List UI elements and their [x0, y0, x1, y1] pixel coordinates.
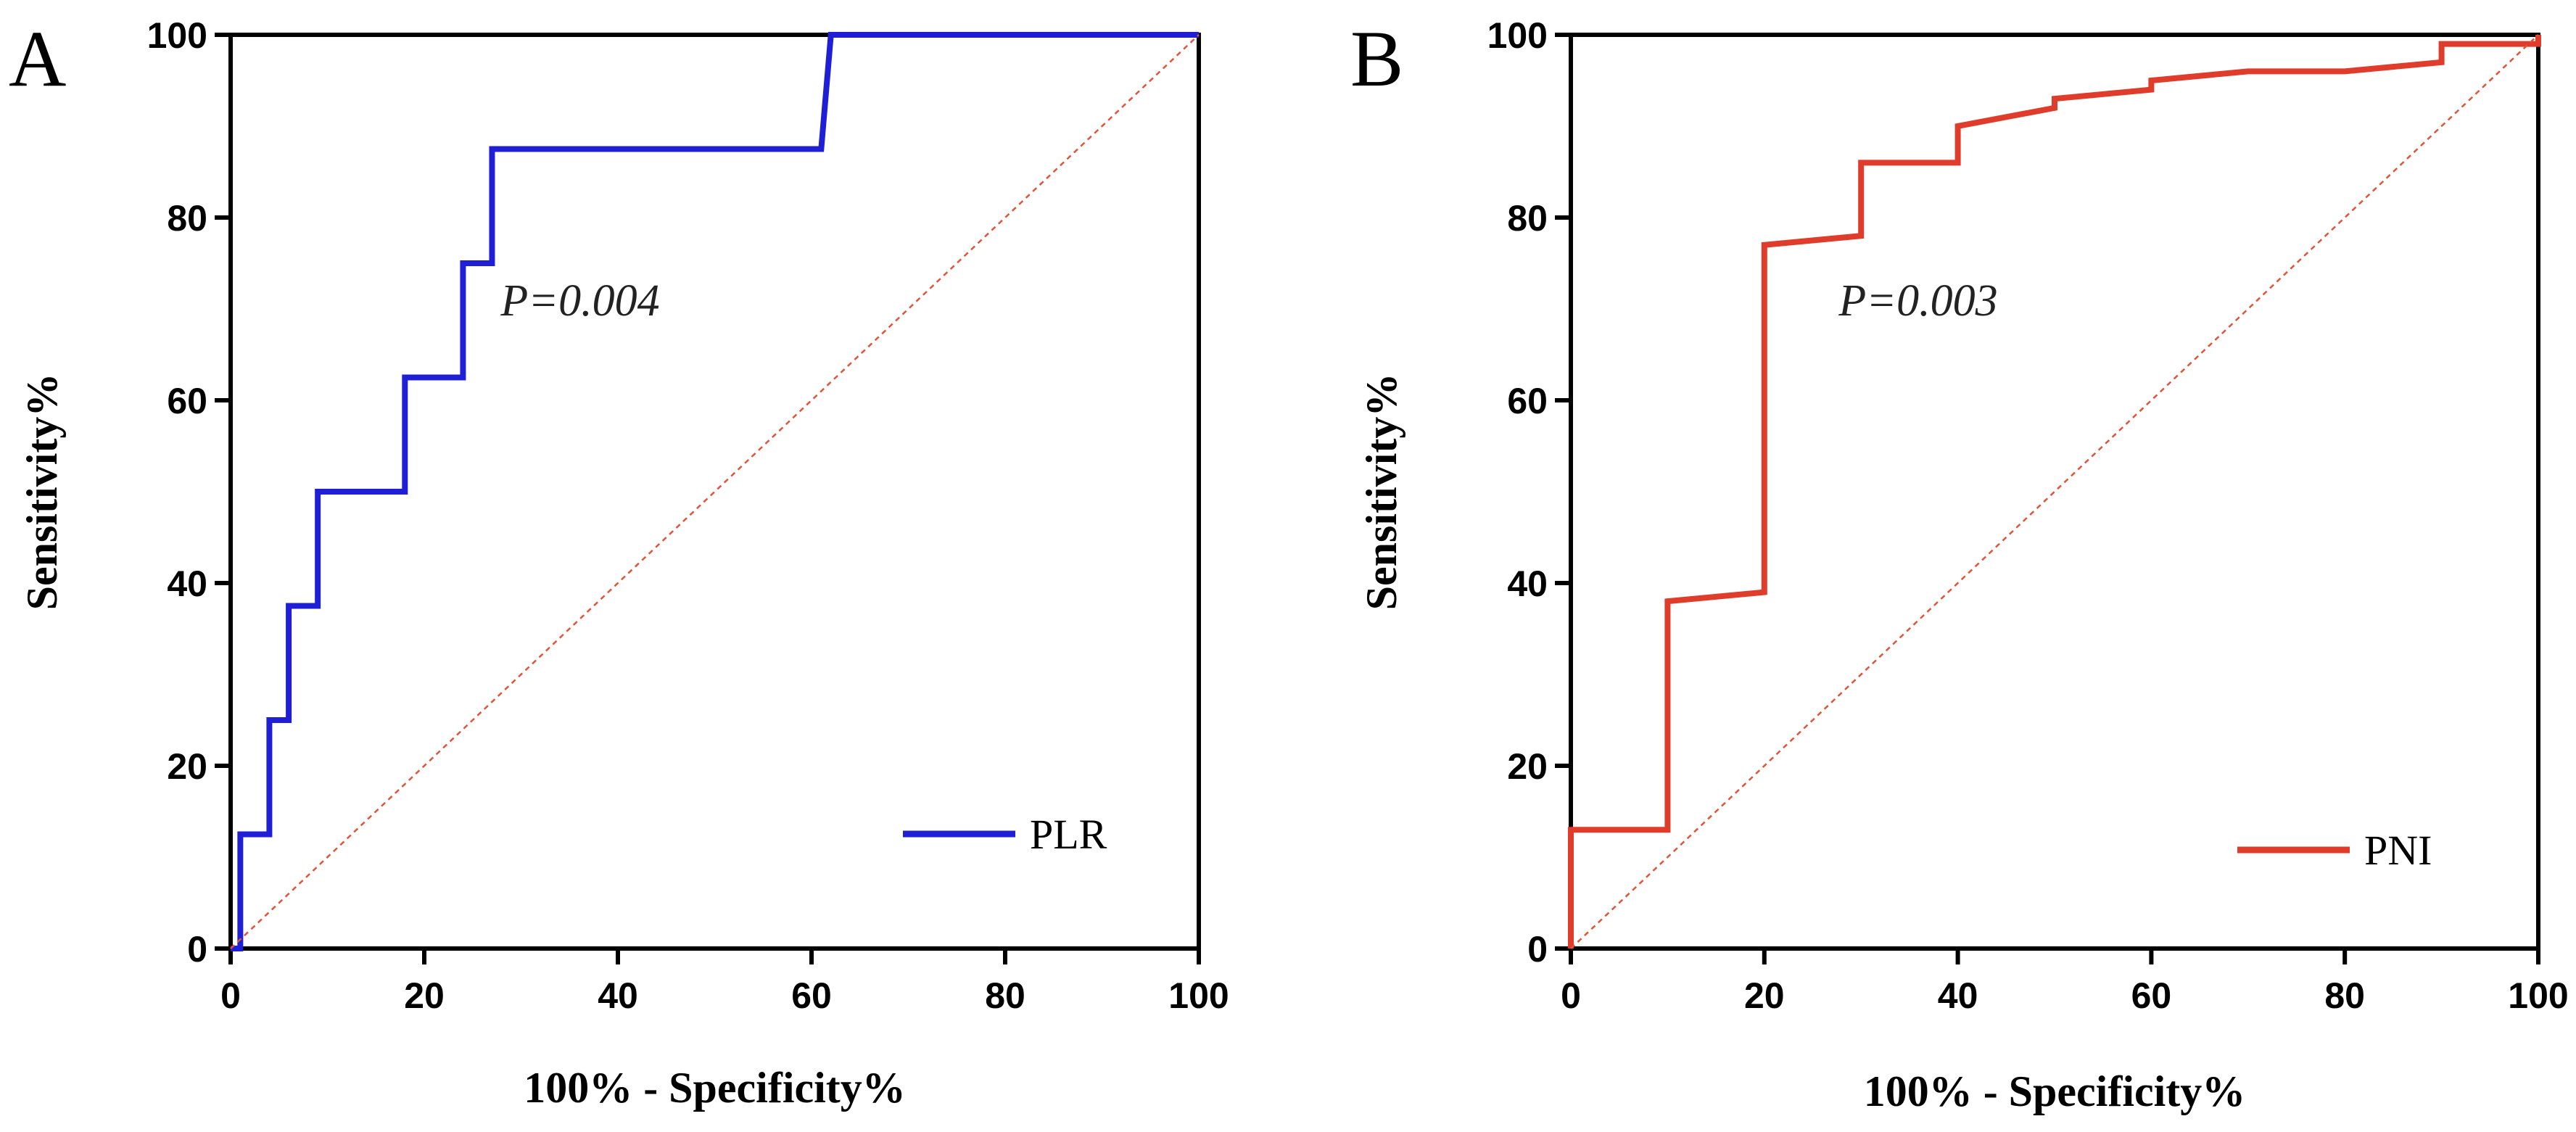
x-tick-label: 40 [598, 975, 638, 1016]
y-tick-label: 60 [167, 381, 207, 421]
panel-letter: B [1350, 15, 1403, 103]
x-tick-label: 0 [1561, 975, 1581, 1016]
legend-label: PNI [2364, 827, 2432, 874]
y-tick-label: 60 [1507, 381, 1548, 421]
x-tick-label: 60 [791, 975, 832, 1016]
panel-a: A 0 20 40 60 80 100 0 20 40 60 80 100 100% - Specific… [9, 15, 1229, 1112]
x-tick-label: 40 [1938, 975, 1978, 1016]
y-tick-label: 80 [167, 198, 207, 239]
y-tick-label: 0 [187, 929, 207, 970]
y-tick-label: 100 [147, 15, 207, 56]
y-tick-label: 100 [1487, 15, 1548, 56]
x-tick-label: 100 [2508, 975, 2568, 1016]
panel-b: B 0 20 40 60 80 100 0 20 40 60 80 100 100% - Specific… [1350, 15, 2569, 1115]
plot-frame [228, 33, 1201, 951]
roc-curve-pni [1568, 35, 2541, 949]
x-tick-label: 20 [1744, 975, 1785, 1016]
y-axis-title: Sensitivity% [1358, 373, 1405, 611]
legend-label: PLR [1030, 811, 1107, 858]
roc-curve-plr [231, 32, 1199, 951]
y-tick-label: 80 [1507, 198, 1548, 239]
y-tick-label: 40 [167, 563, 207, 604]
reference-diagonal-line [230, 34, 1200, 949]
x-tick-label: 100 [1168, 975, 1229, 1016]
x-axis-title: 100% - Specificity% [1864, 1067, 2246, 1115]
x-tick-label: 20 [404, 975, 445, 1016]
p-value-annotation: P=0.004 [500, 276, 659, 326]
plot-frame [1569, 33, 2540, 951]
panel-letter: A [9, 15, 66, 103]
p-value-annotation: P=0.003 [1838, 276, 1997, 326]
y-tick-label: 20 [1507, 746, 1548, 787]
y-tick-label: 40 [1507, 563, 1548, 604]
y-tick-label: 0 [1527, 929, 1548, 970]
x-tick-label: 80 [985, 975, 1025, 1016]
x-tick-label: 80 [2324, 975, 2365, 1016]
y-axis-title: Sensitivity% [18, 373, 66, 611]
x-axis-title: 100% - Specificity% [524, 1064, 906, 1112]
reference-diagonal-line [1570, 34, 2539, 949]
x-tick-label: 60 [2131, 975, 2172, 1016]
x-tick-label: 0 [220, 975, 241, 1016]
y-tick-label: 20 [167, 746, 207, 787]
